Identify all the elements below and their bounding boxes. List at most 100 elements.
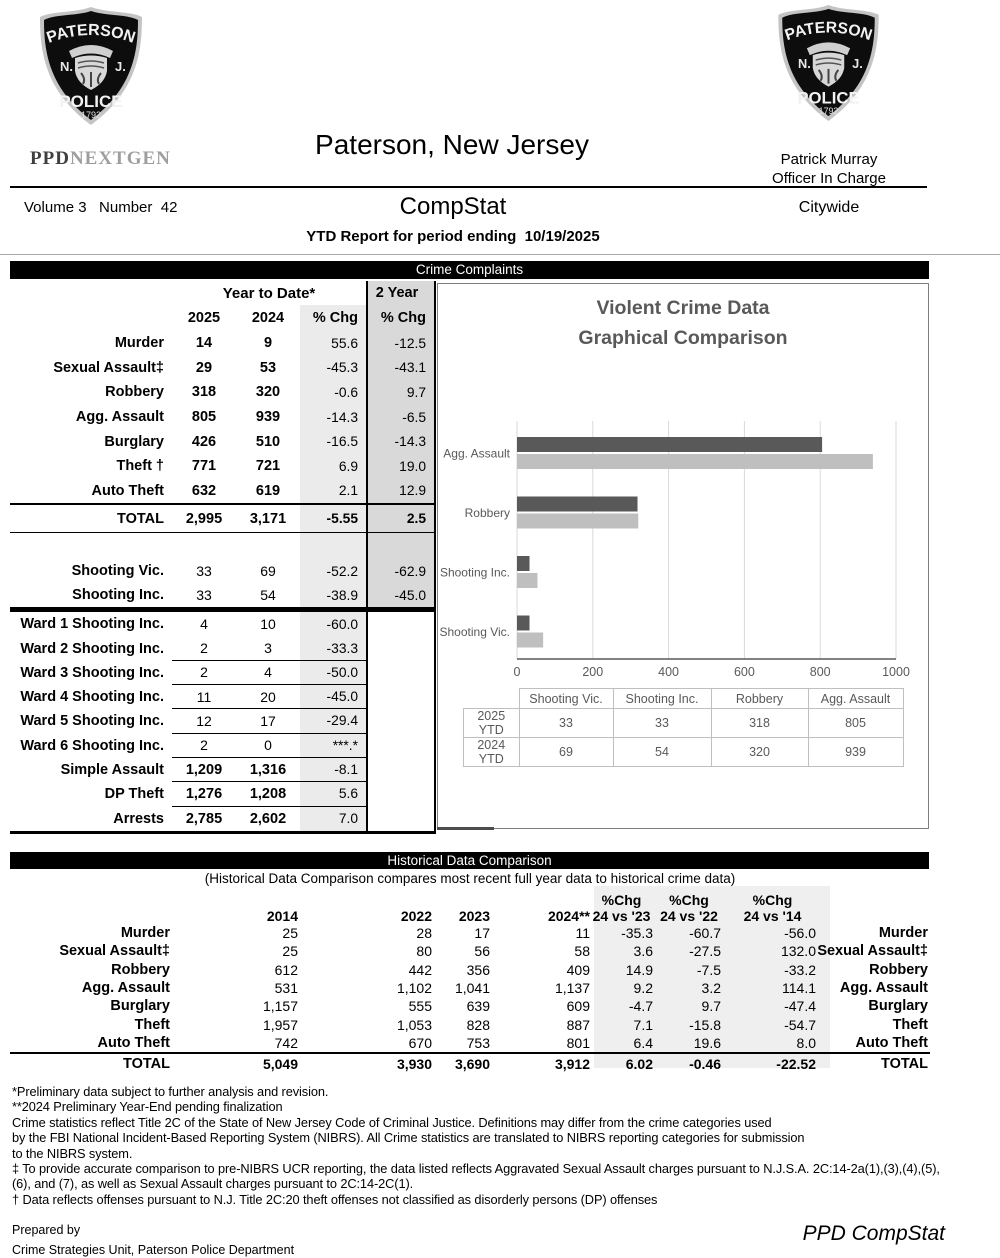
historical-section-header: Historical Data Comparison bbox=[10, 852, 929, 869]
historical-subtitle: (Historical Data Comparison compares mos… bbox=[204, 871, 736, 886]
footnotes-block: *Preliminary data subject to further ana… bbox=[12, 1084, 940, 1207]
chart-table-row: 2024 YTD 69 54 320 939 bbox=[463, 737, 904, 767]
footnote-line: ‡ To provide accurate comparison to pre-… bbox=[12, 1161, 940, 1177]
crime-row-2024: 9 bbox=[263, 335, 273, 352]
crime-row-2yr-pct-chg: -12.5 bbox=[366, 331, 436, 356]
shooting-row-label: Shooting Vic. bbox=[71, 563, 164, 580]
violent-crime-chart: 0 200 400 600 800 1000 Agg. Assault Robbery Shoo… bbox=[437, 283, 929, 829]
historical-chg-24v22: -15.8 bbox=[689, 1016, 721, 1033]
shooting-row-pct-chg: -52.2 bbox=[300, 559, 366, 584]
crime-row-2yr-pct-chg: 9.7 bbox=[366, 380, 436, 405]
crime-table-thick-divider bbox=[10, 607, 436, 613]
chart-table-value: 54 bbox=[612, 737, 712, 767]
shooting-row-2024: 69 bbox=[260, 563, 276, 580]
bar-2025-Agg. Assault bbox=[517, 437, 823, 452]
ward-row-2yr-empty bbox=[366, 782, 436, 807]
historical-total-2022: 3,930 bbox=[396, 1056, 432, 1073]
historical-row-label-left: Theft bbox=[134, 1016, 170, 1033]
nextgen-logo-text: NEXTGEN bbox=[69, 148, 171, 169]
chart-table-value: 805 bbox=[807, 708, 904, 738]
svg-text:J.: J. bbox=[852, 56, 863, 71]
historical-row-label-right: Theft bbox=[892, 1016, 928, 1033]
historical-chg-24v14: -56.0 bbox=[784, 925, 816, 942]
crime-row-2yr-pct-chg: -43.1 bbox=[366, 355, 436, 381]
ward-row: DP Theft 1,276 1,208 5.6 bbox=[10, 782, 436, 807]
crime-row-label: Auto Theft bbox=[91, 482, 164, 499]
historical-row: Burglary 1,157 555 639 609 -4.7 9.7 -47.4 Burgla… bbox=[10, 997, 930, 1015]
ward-row: Ward 3 Shooting Inc. 2 4 -50.0 bbox=[10, 660, 436, 686]
historical-2024: 58 bbox=[574, 943, 590, 960]
hdr-chg-24v23-bottom: 24 vs '23 bbox=[592, 908, 651, 924]
chart-table-value: 33 bbox=[612, 708, 712, 738]
crime-row: Sexual Assault‡ 29 53 -45.3 -43.1 bbox=[10, 355, 436, 381]
ward-row-label: Ward 6 Shooting Inc. bbox=[20, 737, 164, 754]
crime-row-pct-chg: 2.1 bbox=[300, 478, 366, 504]
officer-name: Patrick Murray bbox=[780, 151, 878, 168]
category-label: Shooting Vic. bbox=[440, 625, 511, 639]
historical-2023: 1,041 bbox=[454, 980, 490, 997]
historical-2024: 11 bbox=[575, 925, 590, 942]
ward-row-2yr-empty bbox=[366, 806, 436, 831]
chart-table-value: 318 bbox=[710, 708, 809, 738]
historical-chg-24v23: 3.6 bbox=[633, 943, 653, 960]
crime-row: Auto Theft 632 619 2.1 12.9 bbox=[10, 478, 436, 504]
shooting-row: Shooting Vic. 33 69 -52.2 -62.9 bbox=[10, 559, 436, 584]
historical-row-label-left: Sexual Assault‡ bbox=[59, 943, 170, 960]
historical-2023: 828 bbox=[466, 1016, 490, 1033]
hdr-chg-24v14-lines: %Chg 24 vs '14 bbox=[744, 892, 802, 924]
chart-box-shadow bbox=[437, 827, 494, 830]
chart-table-row-label: 2024 YTD bbox=[463, 737, 520, 767]
historical-2022: 28 bbox=[416, 925, 432, 942]
svg-text:J.: J. bbox=[115, 59, 126, 74]
chart-table-col-header: Agg. Assault bbox=[807, 688, 904, 709]
hdr-chg-24v22-lines: %Chg 24 vs '22 bbox=[660, 892, 718, 924]
crime-row-label: Murder bbox=[114, 335, 164, 352]
crime-row: Theft † 771 721 6.9 19.0 bbox=[10, 453, 436, 479]
ward-row-2025: 1,209 bbox=[172, 758, 236, 783]
chart-table-value: 33 bbox=[518, 708, 614, 738]
footnote-line: † Data reflects offenses pursuant to N.J… bbox=[12, 1191, 658, 1207]
ward-row: Ward 2 Shooting Inc. 2 3 -33.3 bbox=[10, 636, 436, 661]
report-period: YTD Report for period ending 10/19/2025 bbox=[306, 228, 600, 245]
historical-chg-24v23: 14.9 bbox=[625, 961, 653, 978]
ward-row: Simple Assault 1,209 1,316 -8.1 bbox=[10, 757, 436, 783]
ward-row-label: DP Theft bbox=[104, 786, 164, 803]
crime-row: Robbery 318 320 -0.6 9.7 bbox=[10, 380, 436, 405]
category-label: Shooting Inc. bbox=[440, 566, 510, 580]
historical-comparison-table: 2014 2022 2023 2024** %Chg 24 vs '23 %Chg 24 vs… bbox=[10, 886, 930, 1074]
hdr-chg-24v14-bottom: 24 vs '14 bbox=[743, 908, 802, 924]
historical-total-chg-24v22: -0.46 bbox=[689, 1056, 721, 1073]
hdr-chg-24v14-top: %Chg bbox=[752, 892, 793, 908]
ward-row-label: Arrests bbox=[113, 810, 164, 827]
shooting-row-2yr-pct-chg: -45.0 bbox=[366, 583, 436, 608]
historical-row: Robbery 612 442 356 409 14.9 -7.5 -33.2 Robbery bbox=[10, 961, 930, 979]
ward-row-2024: 20 bbox=[236, 685, 300, 710]
ward-row-pct-chg: 5.6 bbox=[300, 782, 366, 807]
hdr-2014: 2014 bbox=[266, 908, 298, 924]
bar-2025-Shooting Vic. bbox=[517, 615, 530, 631]
crime-row-label: Theft † bbox=[116, 458, 164, 475]
historical-row: Sexual Assault‡ 25 80 56 58 3.6 -27.5 132.0 Sexu… bbox=[10, 942, 930, 960]
crime-row-pct-chg: -0.6 bbox=[300, 380, 366, 405]
historical-chg-24v23: -4.7 bbox=[628, 998, 653, 1015]
crime-row-pct-chg: -14.3 bbox=[300, 404, 366, 430]
shooting-row: Shooting Inc. 33 54 -38.9 -45.0 bbox=[10, 583, 436, 608]
ward-row-2025: 2 bbox=[172, 636, 236, 661]
ward-row-2025: 1,276 bbox=[172, 782, 236, 807]
historical-chg-24v22: -7.5 bbox=[696, 961, 721, 978]
crime-total-2025: 2,995 bbox=[185, 510, 223, 527]
historical-row-label-left: Agg. Assault bbox=[81, 980, 170, 997]
historical-row: Murder 25 28 17 11 -35.3 -60.7 -56.0 Murder bbox=[10, 924, 930, 942]
historical-total-2023: 3,690 bbox=[454, 1056, 490, 1073]
historical-row-label-right: Burglary bbox=[868, 998, 928, 1015]
ward-row-label: Ward 4 Shooting Inc. bbox=[20, 689, 164, 706]
crime-row-2yr-pct-chg: 12.9 bbox=[366, 478, 436, 504]
police-shield-icon: PATERSON N. J. POLICE 1792 bbox=[778, 4, 879, 122]
chart-table-value: 69 bbox=[518, 737, 614, 767]
bar-2025-Shooting Inc. bbox=[517, 556, 530, 571]
category-label: Robbery bbox=[465, 506, 510, 520]
chart-title-line1: Violent Crime Data bbox=[596, 297, 770, 319]
footnote-line: **2024 Preliminary Year-End pending fina… bbox=[12, 1099, 283, 1115]
historical-chg-24v22: 9.7 bbox=[701, 998, 721, 1015]
